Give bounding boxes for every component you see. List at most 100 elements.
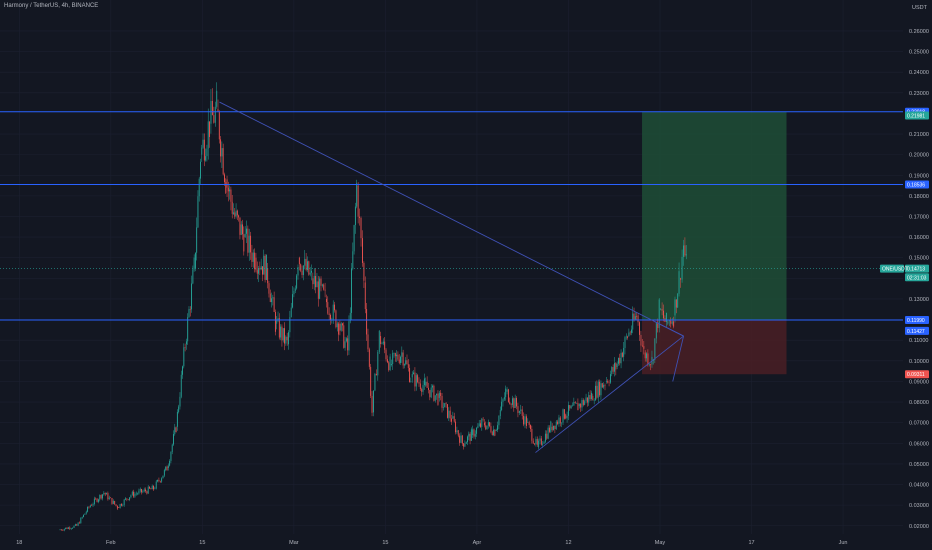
candle-body xyxy=(486,425,488,430)
candle-body xyxy=(252,252,254,262)
candle-body xyxy=(460,435,462,443)
candle-body xyxy=(121,504,122,506)
candle-body xyxy=(70,528,72,529)
candle-body xyxy=(506,389,508,392)
candle-body xyxy=(325,298,327,303)
candle-body xyxy=(129,497,131,500)
candle-body xyxy=(278,318,280,338)
candle-body xyxy=(559,417,561,424)
candle-body xyxy=(565,414,567,419)
candle-body xyxy=(423,378,425,386)
candle-body xyxy=(300,264,302,271)
candle-body xyxy=(640,334,642,346)
candle-body xyxy=(616,363,618,367)
candle-body xyxy=(436,393,438,396)
candle-body xyxy=(163,470,165,476)
candle-body xyxy=(107,493,109,500)
candle-body xyxy=(481,418,483,427)
candle-body xyxy=(589,395,591,400)
candle-body xyxy=(513,398,515,409)
candle-body xyxy=(290,307,292,318)
candle-body xyxy=(371,395,373,413)
candle-body xyxy=(149,486,150,489)
candle-body xyxy=(611,367,613,375)
candle-body xyxy=(539,438,541,441)
candle-body xyxy=(255,257,257,271)
candle-body xyxy=(97,499,99,502)
candle-body xyxy=(503,397,505,400)
candle-body xyxy=(670,320,672,324)
candle-body xyxy=(428,387,429,390)
y-tick-label: 0.24000 xyxy=(909,70,929,76)
candle-body xyxy=(133,491,135,497)
candle-body xyxy=(392,353,394,365)
candle-body xyxy=(378,330,380,352)
x-axis: 18Feb15Mar15Apr12May17Jun14Jul12Aug16Sep… xyxy=(16,540,932,546)
candle-body xyxy=(620,352,622,364)
y-tick-label: 0.05000 xyxy=(909,462,929,468)
price-badge xyxy=(905,111,929,120)
candle-body xyxy=(111,497,113,504)
currency-label: USDT xyxy=(912,5,928,11)
candle-body xyxy=(627,336,629,338)
candle-body xyxy=(410,381,412,383)
candle-body xyxy=(567,405,569,416)
candle-body xyxy=(400,356,401,363)
candle-body xyxy=(482,418,484,420)
x-tick-label: 12 xyxy=(565,540,571,546)
candle-body xyxy=(476,427,478,434)
candle-body xyxy=(323,284,325,290)
y-tick-label: 0.18000 xyxy=(909,194,929,200)
candle-body xyxy=(347,338,349,351)
candles xyxy=(59,82,687,532)
candle-body xyxy=(498,416,500,426)
candle-body xyxy=(352,251,354,269)
candle-body xyxy=(469,433,471,441)
candle-body xyxy=(281,326,283,341)
candle-body xyxy=(494,429,496,436)
candle-body xyxy=(657,323,659,329)
candle-body xyxy=(180,374,182,397)
y-tick-label: 0.11000 xyxy=(909,338,928,344)
candle-body xyxy=(403,364,405,366)
candle-body xyxy=(221,148,223,157)
y-tick-label: 0.07000 xyxy=(909,421,929,427)
candle-body xyxy=(534,443,536,445)
y-tick-label: 0.06000 xyxy=(909,441,929,447)
candle-body xyxy=(282,328,284,341)
candle-body xyxy=(214,106,216,123)
candle-body xyxy=(604,384,606,386)
candle-body xyxy=(388,362,390,371)
candle-body xyxy=(437,393,439,405)
y-tick-label: 0.02000 xyxy=(909,524,929,530)
candle-body xyxy=(673,321,675,327)
candle-body xyxy=(125,498,126,500)
x-tick-label: 15 xyxy=(199,540,205,546)
candle-body xyxy=(119,504,121,508)
candle-body xyxy=(491,432,493,436)
candle-body xyxy=(493,429,494,436)
candle-body xyxy=(302,265,304,275)
candle-body xyxy=(348,321,350,351)
candle-body xyxy=(205,156,207,161)
candle-body xyxy=(650,364,652,366)
candle-body xyxy=(273,297,275,312)
candle-body xyxy=(417,375,419,383)
candle-body xyxy=(222,148,224,175)
candle-body xyxy=(201,147,203,155)
candle-body xyxy=(274,311,276,332)
candle-body xyxy=(139,488,141,491)
candle-body xyxy=(396,354,398,357)
candle-body xyxy=(563,409,565,419)
candle-body xyxy=(509,401,511,404)
candle-body xyxy=(540,438,542,445)
candle-body xyxy=(246,228,247,234)
candle-body xyxy=(524,416,526,425)
candle-body xyxy=(576,402,578,404)
x-tick-label: Jun xyxy=(839,540,848,546)
candle-body xyxy=(384,341,386,350)
candle-body xyxy=(294,288,296,291)
candle-body xyxy=(582,400,584,405)
